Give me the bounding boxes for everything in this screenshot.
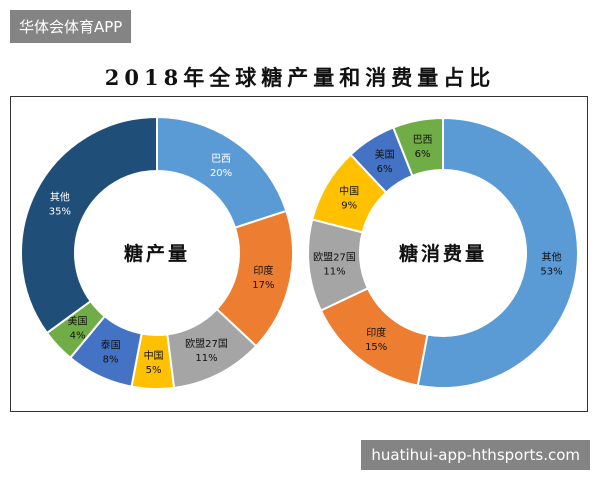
donut-2-slice-label-2: 印度 bbox=[366, 326, 386, 339]
donut-1-slice-label-2: 印度 bbox=[253, 264, 273, 277]
donut-2-slice-pct-4: 9% bbox=[341, 201, 357, 212]
donut-1-slice-label-4: 中国 bbox=[144, 349, 164, 362]
donut-2-slice-label-4: 中国 bbox=[339, 185, 359, 198]
donut-1-slice-label-7: 其他 bbox=[50, 191, 70, 204]
donut-1-slice-pct-6: 4% bbox=[70, 331, 86, 342]
donut-2-slice-pct-1: 53% bbox=[540, 266, 562, 277]
chart-title: 2018年全球糖产量和消费量占比 bbox=[104, 65, 496, 90]
donut-chart-1: 巴西 20% 印度 17% 欧盟27国 11% 中国 5% 泰国 8% 美国 4% 其他 35% 糖产量 bbox=[20, 115, 294, 390]
donut-2-slice-label-5: 美国 bbox=[375, 148, 395, 161]
donut-2-slice-label-6: 巴西 bbox=[413, 134, 433, 146]
donut-2-slice-pct-2: 15% bbox=[365, 342, 387, 353]
donut-1-slice-7 bbox=[20, 115, 158, 335]
donut-2-slice-6 bbox=[392, 116, 444, 178]
donut-2-slice-label-1: 其他 bbox=[542, 250, 562, 263]
donut-1-slice-label-3: 欧盟27国 bbox=[185, 338, 228, 350]
donut-1-slice-label-5: 泰国 bbox=[101, 339, 121, 352]
donut-1-slice-pct-1: 20% bbox=[210, 168, 232, 179]
donut-1-center-label: 糖产量 bbox=[124, 242, 190, 265]
donut-1-slice-pct-2: 17% bbox=[252, 280, 274, 291]
donut-2-slice-label-3: 欧盟27国 bbox=[313, 251, 356, 263]
donut-1-slice-pct-7: 35% bbox=[49, 207, 71, 218]
donut-1-slice-pct-3: 11% bbox=[195, 353, 217, 364]
watermark-top: 华体会体育APP bbox=[10, 10, 132, 43]
donut-1-slice-pct-4: 5% bbox=[146, 365, 162, 376]
chart-frame bbox=[10, 96, 588, 412]
donut-2-slice-1 bbox=[416, 116, 579, 389]
donut-2-slice-pct-6: 6% bbox=[415, 149, 431, 160]
donut-2-slice-pct-3: 11% bbox=[323, 266, 345, 277]
watermark-bottom: huatihui-app-hthsports.com bbox=[361, 440, 590, 470]
donut-1-slice-label-6: 美国 bbox=[68, 315, 88, 328]
donut-2-slice-pct-5: 6% bbox=[377, 164, 393, 175]
donut-1-slice-label-1: 巴西 bbox=[211, 153, 231, 165]
donut-chart-2: 其他 53% 印度 15% 欧盟27国 11% 中国 9% 美国 6% 巴西 6% 糖消费量 bbox=[307, 116, 579, 389]
donut-2-center-label: 糖消费量 bbox=[399, 242, 487, 265]
donut-1-slice-pct-5: 8% bbox=[103, 355, 119, 366]
